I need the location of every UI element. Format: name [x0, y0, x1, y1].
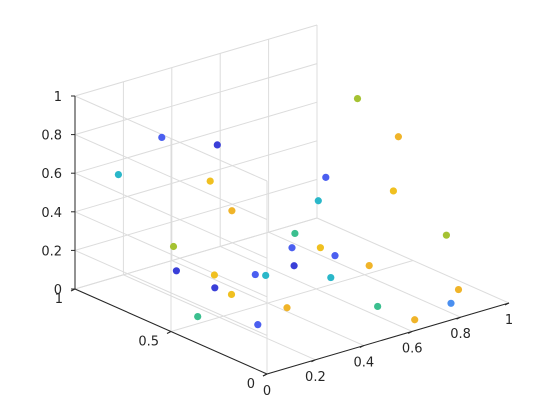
y-tick-label-tick: [262, 373, 268, 377]
grid-line-right-z: [74, 63, 318, 136]
grid-line-left-z: [74, 95, 268, 182]
grid-line-right-z: [74, 101, 318, 174]
data-point: [169, 242, 178, 251]
data-point: [213, 141, 221, 149]
data-point: [316, 244, 324, 252]
grid-line-left-z: [74, 211, 268, 298]
data-point: [262, 271, 270, 280]
grid-line-right-z: [74, 140, 318, 213]
x-tick-label: 0.4: [353, 356, 374, 371]
data-point: [365, 262, 373, 270]
z-tick-label: 0.6: [41, 167, 62, 182]
data-point: [291, 229, 299, 238]
z-tick-label: 0.8: [41, 129, 62, 144]
grid-line-right-z: [74, 217, 318, 290]
axes: [70, 95, 510, 377]
grid-line-right-z: [74, 178, 318, 251]
z-tick-label: 0: [54, 283, 62, 298]
y-tick-label: 0: [247, 377, 255, 392]
data-point: [114, 171, 122, 179]
x-axis-line: [266, 302, 510, 375]
grid-line-right-z: [74, 24, 318, 97]
data-point: [331, 252, 339, 260]
data-point: [288, 244, 296, 252]
z-tick-label: 0.4: [41, 206, 62, 221]
grid-line-left-z: [74, 172, 268, 259]
z-tick-label: 1: [54, 90, 62, 105]
data-point: [447, 299, 455, 307]
data-point: [374, 302, 382, 311]
data-point: [194, 313, 202, 321]
x-tick-label-tick: [456, 316, 461, 320]
z-tick-label: 0.2: [41, 244, 62, 259]
y-tick-label-tick: [166, 331, 172, 334]
data-point: [211, 284, 219, 292]
data-point: [411, 316, 419, 324]
x-tick-label-tick: [311, 359, 316, 363]
data-point: [442, 231, 450, 239]
data-point: [227, 290, 236, 299]
grid-line-floor-y: [170, 260, 414, 332]
data-point: [290, 262, 298, 270]
x-tick-label: 0.6: [402, 341, 423, 356]
x-tick-label-tick: [359, 345, 365, 349]
grid-line-left-z: [74, 134, 268, 221]
y-tick-label: 0.5: [138, 335, 159, 350]
y-tick-label: 1: [55, 292, 63, 307]
data-point: [322, 173, 330, 181]
data-point: [389, 187, 397, 195]
data-point: [254, 321, 262, 329]
data-point: [454, 285, 463, 294]
grid-line-left-z: [74, 249, 268, 336]
data-point: [327, 273, 335, 282]
x-tick-label: 0.8: [450, 327, 471, 342]
data-point: [158, 133, 166, 141]
data-point: [394, 133, 402, 141]
data-point: [172, 267, 180, 275]
data-point: [353, 95, 362, 103]
data-point: [206, 177, 214, 185]
data-point: [228, 207, 236, 215]
x-tick-label-tick: [407, 330, 413, 334]
x-tick-label-tick: [504, 302, 510, 306]
x-tick-label: 1: [505, 313, 513, 328]
data-point: [251, 270, 259, 279]
data-point: [283, 304, 291, 312]
data-point: [210, 271, 218, 279]
data-point: [314, 197, 322, 205]
x-tick-label: 0: [263, 384, 271, 399]
x-tick-label: 0.2: [305, 370, 326, 385]
data-points: [114, 95, 463, 329]
